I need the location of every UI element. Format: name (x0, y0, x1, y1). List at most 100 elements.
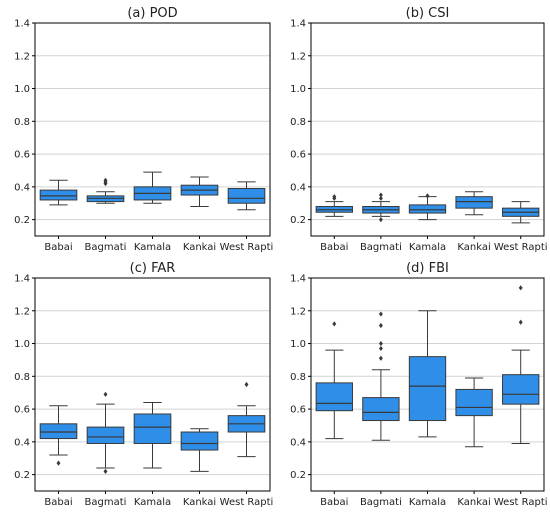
x-tick-label: Babai (44, 497, 72, 508)
box-kankai (180, 176, 219, 208)
box-kamala (408, 310, 447, 438)
x-tick-label: Kankai (183, 497, 216, 508)
y-tick-label: 1.0 (290, 84, 306, 95)
iqr-box (86, 426, 125, 444)
box-bagmati (86, 177, 125, 204)
box-bagmati (362, 192, 400, 223)
y-tick-label: 0.8 (290, 372, 306, 383)
box-kamala (408, 193, 447, 221)
panel-title-b: (b) CSI (406, 6, 450, 21)
outlier-point (378, 345, 383, 352)
x-tick-label: Kamala (134, 242, 171, 253)
panel-c: 0.2 0.4 0.6 0.8 1.0 1.2 1.4 Babai Bagmati Kamala K… (14, 261, 273, 508)
y-tick-label: 0.2 (290, 215, 306, 226)
y-tick-label: 1.0 (14, 339, 30, 350)
box-kankai (455, 377, 493, 448)
iqr-box (455, 388, 493, 417)
x-tick-label: Kamala (409, 242, 446, 253)
outlier-point (425, 193, 430, 199)
box-babai (39, 405, 78, 466)
outlier-point (378, 195, 383, 201)
outlier-point (56, 460, 61, 466)
y-tick-label: 1.0 (14, 84, 30, 95)
box-kankai (180, 428, 219, 472)
x-tick-label: West Rapti (494, 242, 548, 253)
x-tick-label: Kamala (134, 497, 171, 508)
iqr-box (502, 374, 540, 405)
box-kamala (133, 402, 172, 469)
y-tick-label: 0.4 (14, 437, 30, 448)
y-tick-label: 0.8 (14, 372, 30, 383)
y-tick-label: 0.2 (14, 470, 30, 481)
x-tick-label: Kamala (409, 497, 446, 508)
y-tick-label: 0.2 (14, 215, 30, 226)
panel-title-c: (c) FAR (130, 261, 176, 276)
panel-title-a: (a) POD (127, 6, 177, 21)
x-tick-label: West Rapti (494, 497, 548, 508)
x-tick-label: Kankai (183, 242, 216, 253)
outlier-point (378, 340, 383, 347)
outlier-point (378, 192, 383, 198)
iqr-box (455, 196, 493, 209)
iqr-box (362, 397, 400, 422)
x-tick-label: Bagmati (85, 242, 127, 253)
iqr-box (227, 187, 266, 204)
iqr-box (39, 189, 78, 201)
outlier-point (518, 285, 523, 291)
box-west-rapti (227, 181, 266, 211)
x-tick-label: Bagmati (360, 242, 402, 253)
panel-d: 0.2 0.4 0.6 0.8 1.0 1.2 1.4 Babai Bagmati Kamala K… (290, 261, 547, 508)
y-tick-label: 1.2 (290, 51, 306, 62)
y-tick-label: 0.8 (14, 117, 30, 128)
y-tick-label: 0.2 (290, 470, 306, 481)
box-babai (315, 194, 353, 217)
box-west-rapti (502, 285, 540, 444)
y-tick-label: 1.2 (14, 306, 30, 317)
panel-title-d: (d) FBI (406, 261, 449, 276)
outlier-point (332, 321, 337, 327)
x-tick-label: Kankai (457, 242, 490, 253)
box-babai (39, 179, 78, 206)
x-tick-label: West Rapti (220, 497, 274, 508)
y-tick-label: 0.6 (290, 405, 306, 416)
outlier-point (378, 217, 383, 223)
x-tick-label: Kankai (457, 497, 490, 508)
axes-frame (34, 22, 271, 237)
y-tick-label: 1.2 (290, 306, 306, 317)
outlier-point (378, 311, 383, 317)
iqr-box (180, 431, 219, 451)
x-tick-label: Bagmati (360, 497, 402, 508)
box-bagmati (86, 391, 125, 474)
iqr-box (408, 356, 447, 422)
box-kamala (133, 171, 172, 204)
box-west-rapti (227, 381, 266, 458)
y-tick-label: 0.6 (14, 150, 30, 161)
x-tick-label: Babai (320, 497, 348, 508)
outlier-point (378, 355, 383, 361)
box-kankai (455, 191, 493, 216)
x-tick-label: Babai (320, 242, 348, 253)
iqr-box (315, 382, 353, 412)
y-tick-label: 0.6 (14, 405, 30, 416)
y-tick-label: 1.4 (14, 274, 30, 285)
outlier-point (103, 391, 108, 397)
x-tick-label: Babai (44, 242, 72, 253)
y-tick-label: 0.8 (290, 117, 306, 128)
y-tick-label: 1.4 (290, 274, 306, 285)
outlier-point (244, 381, 249, 388)
box-west-rapti (502, 201, 540, 224)
panel-a: 0.2 0.4 0.6 0.8 1.0 1.2 1.4 Babai Bagmati Kamala K… (14, 6, 273, 253)
outlier-point (332, 194, 337, 200)
x-tick-label: Bagmati (85, 497, 127, 508)
y-tick-label: 0.4 (14, 182, 30, 193)
outlier-point (103, 177, 108, 183)
x-tick-label: West Rapti (220, 242, 274, 253)
panel-b: 0.2 0.4 0.6 0.8 1.0 1.2 1.4 Babai Bagmati Kamala K… (290, 6, 547, 253)
outlier-point (378, 322, 383, 329)
y-tick-label: 0.4 (290, 182, 306, 193)
iqr-box (39, 423, 78, 440)
y-tick-label: 1.2 (14, 51, 30, 62)
y-tick-label: 0.4 (290, 437, 306, 448)
iqr-box (133, 413, 172, 444)
